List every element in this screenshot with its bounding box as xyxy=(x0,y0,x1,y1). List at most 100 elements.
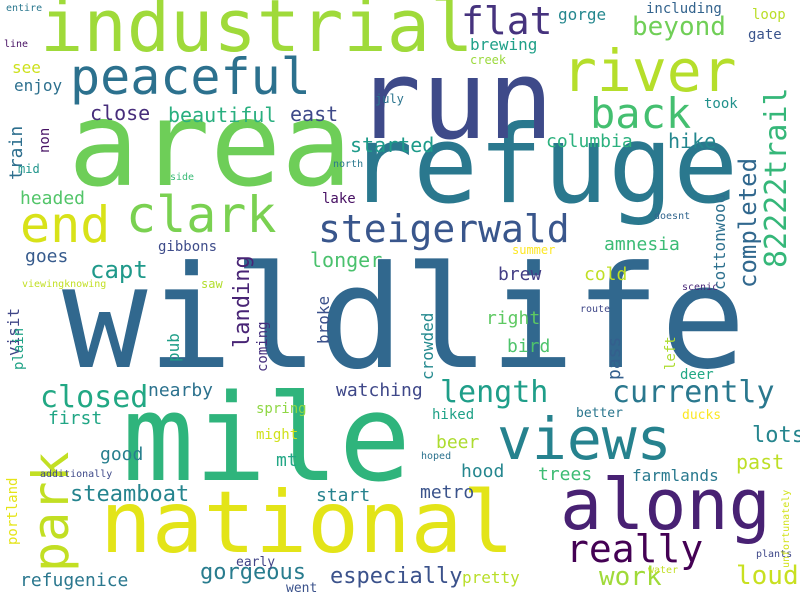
word: first xyxy=(48,408,103,429)
word: better xyxy=(576,406,623,421)
word: gorge xyxy=(558,5,607,24)
word: might xyxy=(256,427,299,443)
word: good xyxy=(100,444,144,465)
word: water xyxy=(648,565,679,576)
word: 82222trail xyxy=(759,87,794,268)
word: early xyxy=(236,555,276,570)
word: cold xyxy=(584,264,628,285)
word: creek xyxy=(470,53,507,67)
word: beer xyxy=(436,432,480,453)
word: steigerwald xyxy=(318,207,570,251)
word: side xyxy=(170,172,195,183)
word: plants xyxy=(756,549,793,560)
word: bird xyxy=(507,336,551,357)
word: scenic xyxy=(682,282,719,293)
word: especially xyxy=(330,564,463,589)
word: spring xyxy=(256,401,307,417)
word: mid xyxy=(18,162,40,176)
word: cottonwood xyxy=(710,193,729,290)
word: additionally xyxy=(40,469,113,480)
word: pass xyxy=(604,336,625,380)
word: saw xyxy=(201,277,223,291)
word: hiked xyxy=(432,407,475,423)
word: north xyxy=(333,159,364,170)
word: broke xyxy=(314,295,333,344)
word: pub xyxy=(164,333,183,362)
word: headed xyxy=(20,188,86,209)
word: including xyxy=(646,1,722,17)
word: amnesia xyxy=(604,234,680,255)
word: non xyxy=(37,127,53,153)
word: along xyxy=(560,464,771,546)
word: mt xyxy=(276,450,298,471)
word: river xyxy=(562,37,737,105)
word: line xyxy=(4,39,29,50)
word: hoped xyxy=(421,451,452,462)
word: completed xyxy=(734,157,762,288)
word: landing xyxy=(230,255,255,348)
word: area xyxy=(68,75,353,213)
word: industrial xyxy=(40,0,474,68)
word: gate xyxy=(748,27,782,43)
word: peaceful xyxy=(70,48,311,106)
word: length xyxy=(440,375,549,410)
word: currently xyxy=(612,375,775,410)
word: close xyxy=(90,101,151,125)
word: columbia xyxy=(546,131,633,152)
word: pretty xyxy=(462,568,520,587)
word: enjoy xyxy=(14,76,63,95)
word: brew xyxy=(498,264,542,285)
word: metro xyxy=(420,482,475,503)
word: lots xyxy=(752,423,800,448)
word: ducks xyxy=(682,408,722,423)
word: national xyxy=(100,473,515,573)
word: left xyxy=(663,336,679,370)
word: loop xyxy=(752,7,786,23)
word: end xyxy=(20,196,111,254)
word: refuge xyxy=(348,103,739,228)
word: capt xyxy=(90,256,148,284)
word: east xyxy=(290,102,339,126)
word: steamboat xyxy=(70,482,190,507)
word: july xyxy=(375,92,404,106)
word: plain xyxy=(11,327,27,370)
word: nearby xyxy=(148,380,214,401)
word: deer xyxy=(680,367,714,383)
word: longer xyxy=(310,248,383,272)
word: really xyxy=(566,527,704,571)
word: gibbons xyxy=(158,239,218,255)
word: views xyxy=(497,405,672,473)
word: brewing xyxy=(470,35,538,54)
word: crowded xyxy=(418,312,437,380)
word: hike xyxy=(668,129,717,153)
word: clark xyxy=(126,186,277,244)
word: beyond xyxy=(632,12,726,42)
word: closed xyxy=(40,380,149,415)
word: gorgeous xyxy=(200,560,306,585)
word: wildlife xyxy=(62,236,746,401)
word: run xyxy=(355,36,554,164)
word: unfortunately xyxy=(781,489,792,568)
word: entire xyxy=(6,3,43,14)
word: coming xyxy=(255,321,271,372)
word: took xyxy=(704,96,738,112)
word: refugenice xyxy=(20,570,129,591)
word: start xyxy=(316,485,371,506)
word: beautiful xyxy=(168,103,277,127)
word: farmlands xyxy=(632,466,719,485)
word: work xyxy=(599,562,662,592)
word: back xyxy=(590,89,692,138)
word: mile xyxy=(122,370,411,509)
word: summer xyxy=(512,243,556,257)
word: flat xyxy=(461,0,553,43)
word: went xyxy=(286,581,318,596)
word: past xyxy=(736,450,785,474)
word: trees xyxy=(538,464,593,485)
word: hood xyxy=(461,461,505,482)
word: right xyxy=(486,308,541,329)
word: goes xyxy=(25,246,69,267)
word: started xyxy=(350,133,435,157)
word: watching xyxy=(336,380,423,401)
word: loud xyxy=(736,561,799,591)
